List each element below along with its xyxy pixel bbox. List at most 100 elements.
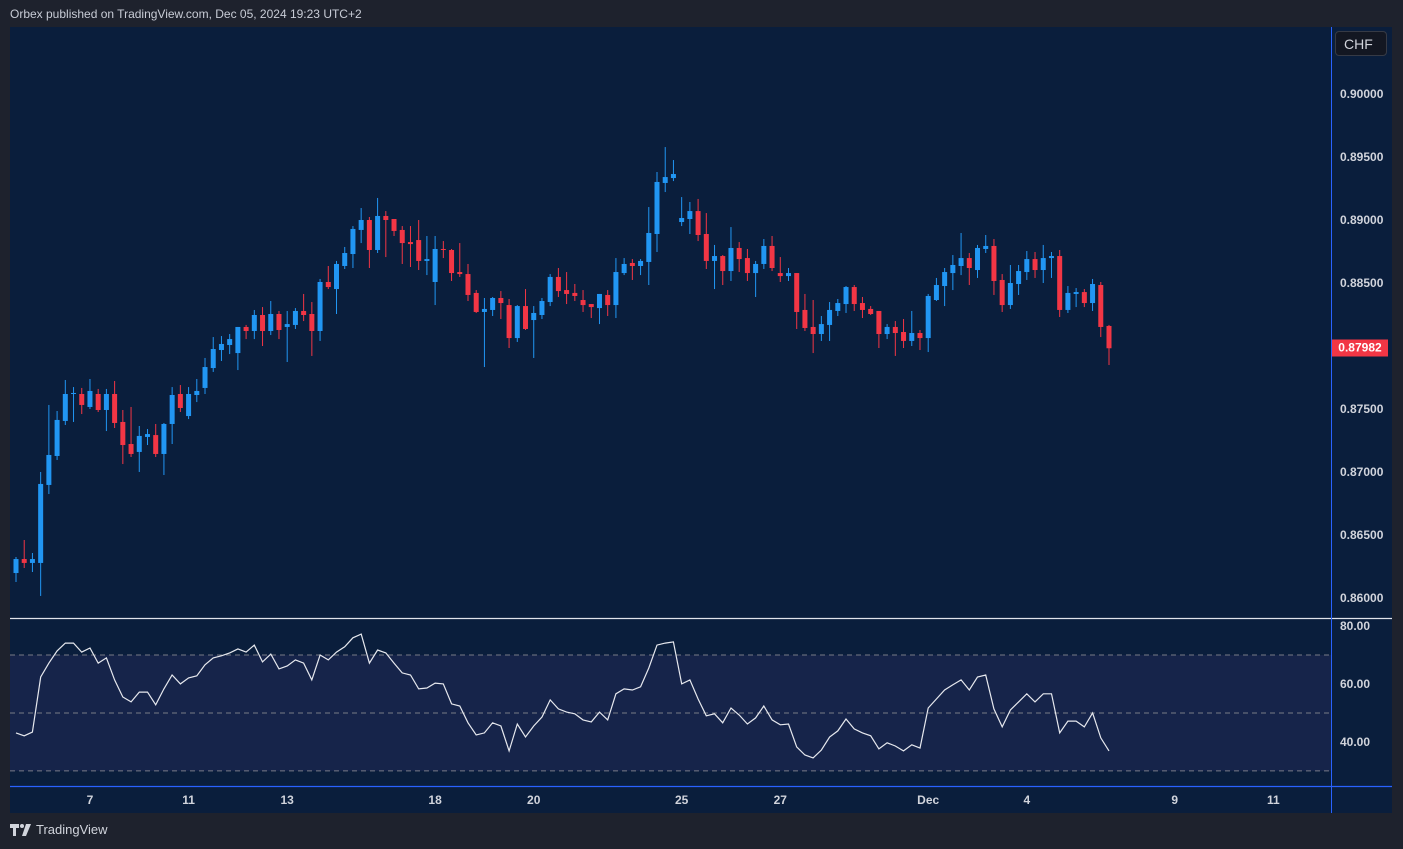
candle [227, 334, 233, 355]
candle-body [440, 248, 446, 250]
candle-body [835, 303, 841, 311]
candle [366, 216, 372, 269]
candle-body [909, 333, 915, 341]
candle [588, 304, 594, 319]
candle-body [1098, 285, 1104, 327]
candle [646, 207, 652, 286]
price-tick-label: 0.87000 [1340, 464, 1384, 479]
candle-body [218, 343, 224, 351]
candle-body [613, 272, 619, 306]
candle [703, 213, 709, 270]
candle-body [120, 421, 126, 446]
candle-body [432, 248, 438, 282]
candle-body [334, 263, 340, 290]
price-tick-label: 0.89000 [1340, 213, 1384, 227]
candle-body [276, 313, 282, 330]
candle-body [531, 312, 537, 321]
chart-structure [10, 27, 1392, 813]
candle [876, 310, 882, 349]
price-tick-label: 0.86000 [1340, 590, 1384, 605]
candle [71, 387, 77, 422]
candle [851, 285, 857, 311]
rsi-tick-label: 40.00 [1340, 734, 1371, 749]
candle-body [243, 326, 249, 332]
candle-body [473, 292, 479, 312]
candle-body [29, 559, 35, 563]
candle [112, 381, 118, 429]
candle [62, 380, 68, 425]
candle [473, 290, 479, 313]
rsi-series [15, 633, 1110, 759]
candle-body [744, 258, 750, 274]
candle [827, 302, 833, 341]
candle [186, 387, 192, 420]
candle [769, 236, 775, 272]
rsi-tick-label: 80.00 [1340, 618, 1371, 633]
candle-body [1081, 292, 1087, 304]
candle [975, 244, 981, 278]
candle [251, 309, 257, 340]
candle [334, 260, 340, 314]
candle-body [892, 326, 898, 334]
candle-body [942, 272, 948, 287]
candle-body [490, 297, 496, 310]
candle [720, 255, 726, 286]
time-tick-label: 4 [1023, 793, 1031, 807]
candle [736, 242, 742, 273]
candle-body [383, 215, 389, 221]
candle [596, 293, 602, 325]
candle [103, 388, 109, 432]
candle-body [136, 435, 142, 452]
candle [506, 298, 512, 349]
footer-brand[interactable]: TradingView [10, 822, 108, 837]
candle [1007, 264, 1013, 309]
candle-body [498, 297, 504, 304]
candle [457, 243, 463, 277]
candle [654, 172, 660, 253]
candle-body [1106, 325, 1112, 349]
candle-body [950, 264, 956, 274]
candle-body [251, 314, 257, 332]
candle [416, 220, 422, 271]
candle [342, 246, 348, 270]
candle-body [843, 287, 849, 305]
time-tick-label: 13 [280, 793, 294, 807]
candle-body [769, 245, 775, 269]
time-tick-label: 11 [1267, 793, 1280, 807]
candle [942, 268, 948, 307]
candle [260, 307, 266, 346]
time-tick-label: 11 [182, 793, 195, 807]
candle [268, 301, 274, 336]
candle-body [268, 313, 274, 332]
candle-body [169, 395, 175, 424]
candle-body [810, 326, 816, 335]
candle [761, 239, 767, 270]
currency-button[interactable]: CHF [1335, 31, 1387, 56]
candle [523, 289, 529, 330]
candle [621, 258, 627, 276]
candle [1073, 288, 1079, 308]
candle-body [629, 262, 635, 266]
candle [210, 337, 216, 372]
candle-body [1073, 292, 1079, 294]
candle [966, 253, 972, 286]
candle-body [539, 301, 545, 315]
candle [728, 227, 734, 281]
candle [835, 298, 841, 317]
candle-body [901, 332, 907, 341]
candle [399, 226, 405, 264]
candle-body [177, 393, 183, 408]
brand-name: TradingView [36, 822, 108, 837]
time-tick-label: 9 [1171, 793, 1179, 807]
candle-body [695, 211, 701, 235]
candle [276, 310, 282, 340]
candle [194, 379, 200, 403]
candle [564, 272, 570, 305]
candle-body [95, 393, 101, 410]
candle [325, 265, 331, 290]
candle [407, 226, 413, 267]
candle-body [210, 349, 216, 369]
candle-body [194, 390, 200, 396]
candle [54, 411, 60, 461]
